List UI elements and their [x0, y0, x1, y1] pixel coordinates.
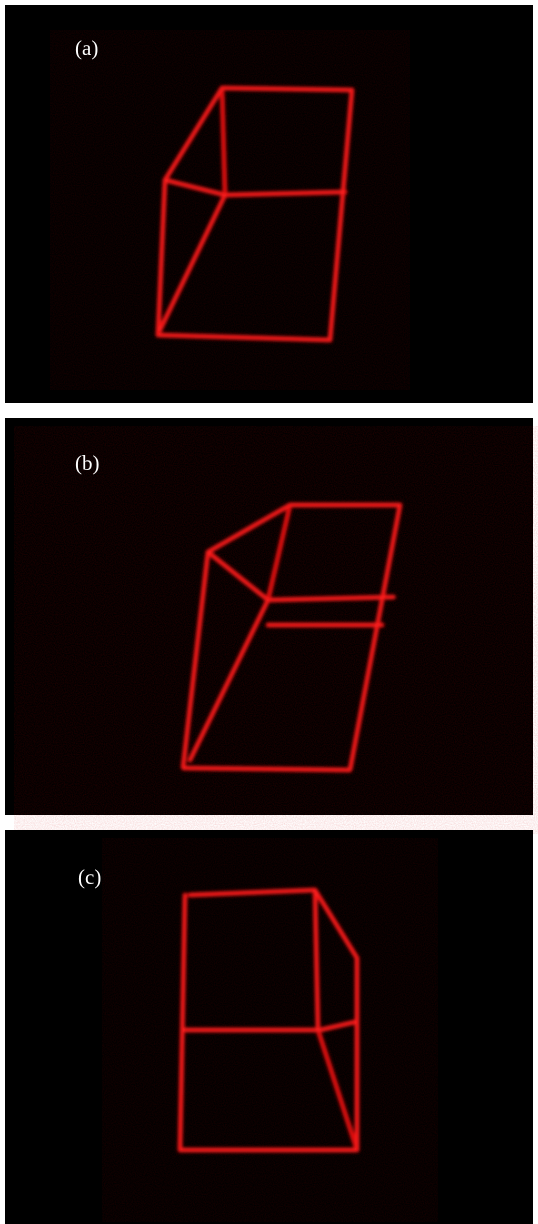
figure: (a) (b) (c)	[0, 0, 538, 1224]
panel-label: (c)	[78, 865, 101, 889]
panel-c: (c)	[5, 830, 533, 1224]
panel-label: (a)	[75, 36, 98, 60]
speckle	[80, 60, 380, 360]
panel-label: (b)	[75, 451, 100, 475]
panel-b: (b)	[5, 418, 533, 815]
panel-a: (a)	[5, 5, 533, 403]
page: (a) (b) (c) (() => { const data = JSON.p…	[0, 0, 538, 1224]
